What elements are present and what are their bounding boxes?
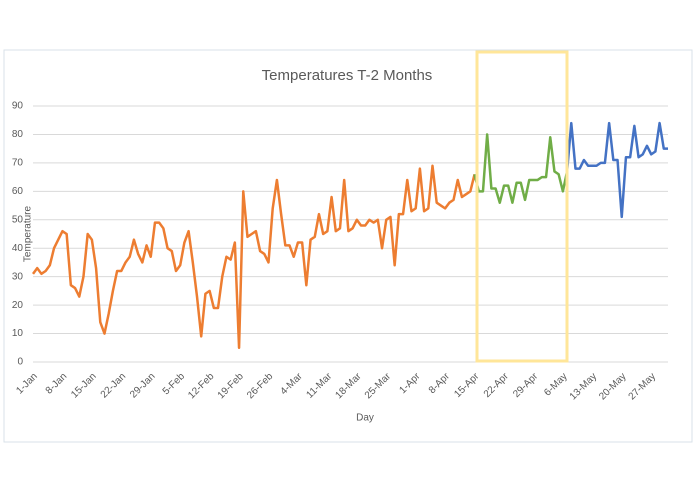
y-tick-label: 0: [17, 357, 23, 368]
y-tick-label: 30: [12, 271, 24, 282]
y-tick-label: 50: [12, 214, 24, 225]
y-tick-label: 70: [12, 158, 24, 169]
highlight-box: [475, 50, 569, 363]
y-tick-label: 90: [12, 101, 24, 112]
chart-frame: [3, 49, 693, 443]
y-tick-label: 10: [12, 328, 24, 339]
y-axis-title: Temperature: [23, 205, 34, 262]
series-line: [565, 121, 668, 219]
y-tick-label: 40: [12, 243, 24, 254]
y-tick-label: 20: [12, 300, 24, 311]
series-line: [31, 164, 476, 350]
y-tick-label: 60: [12, 186, 24, 197]
chart-title: Temperatures T-2 Months: [262, 67, 433, 84]
y-tick-label: 80: [12, 129, 24, 140]
series-line: [473, 133, 569, 204]
x-axis-title: Day: [356, 413, 374, 424]
